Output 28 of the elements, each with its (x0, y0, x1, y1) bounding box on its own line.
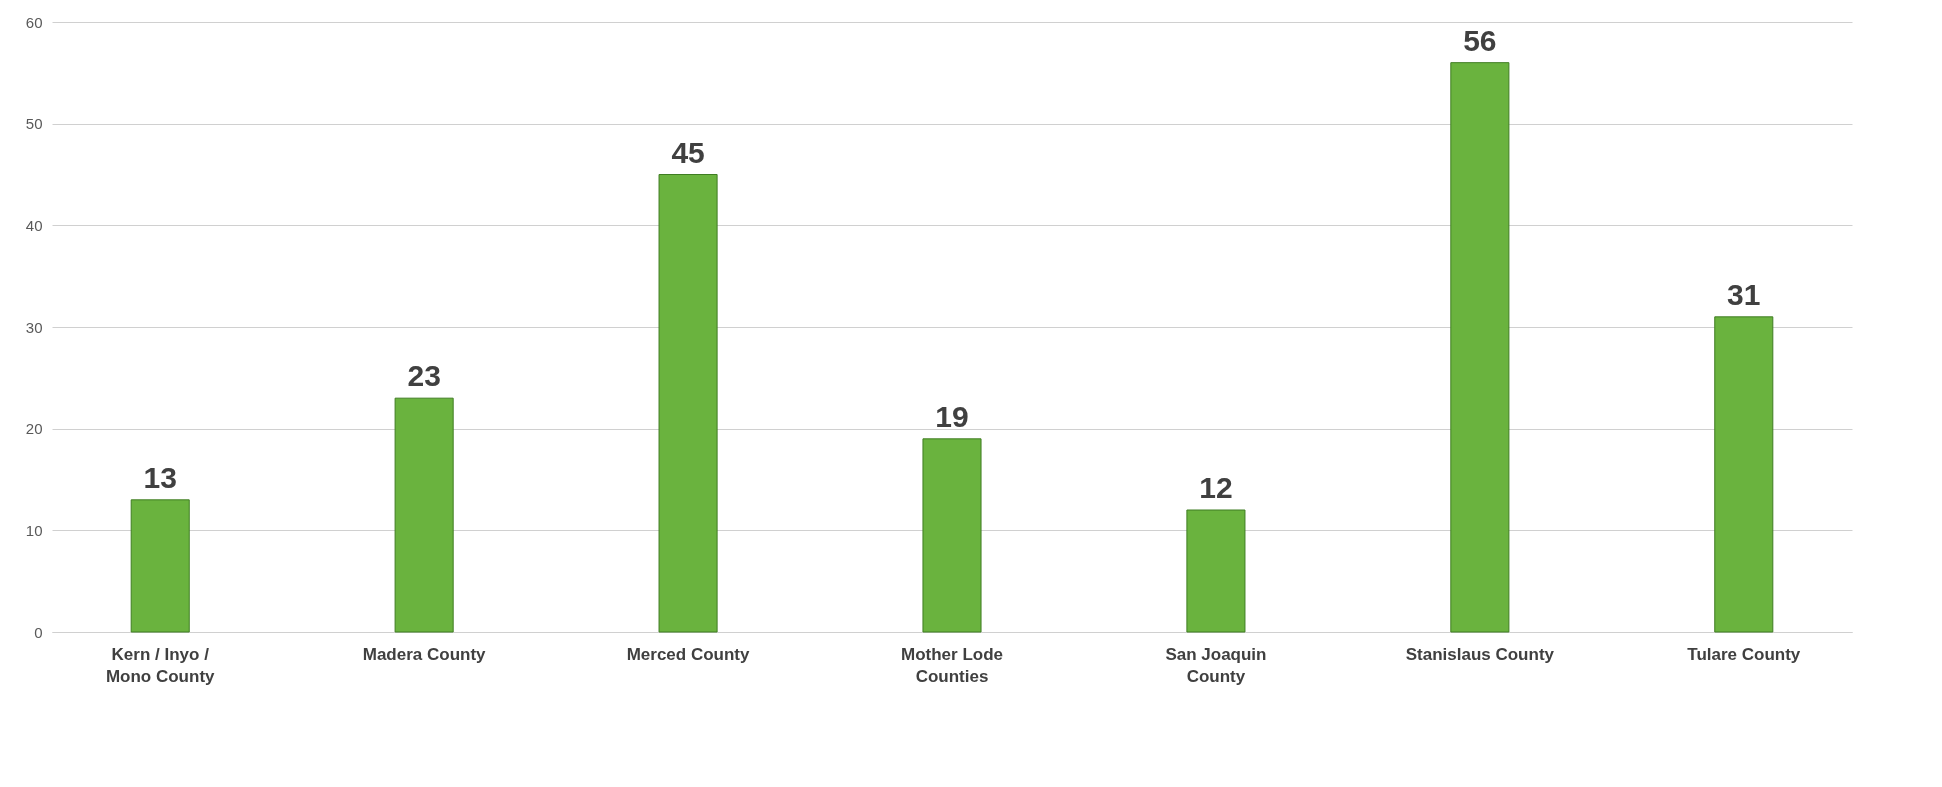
y-tick-label: 40 (25, 216, 43, 234)
y-tick-label: 0 (34, 623, 43, 641)
data-label: 13 (143, 460, 177, 494)
data-label: 45 (671, 135, 705, 169)
data-label: 23 (407, 359, 441, 393)
bar (922, 438, 982, 633)
y-tick-label: 10 (25, 521, 43, 539)
bar (1186, 509, 1246, 633)
data-label: 12 (1199, 471, 1233, 504)
x-tick-label: Merced County (626, 644, 751, 664)
y-tick-label: 60 (25, 13, 43, 31)
bar (658, 174, 718, 633)
bar (1714, 316, 1774, 633)
y-tick-label: 20 (25, 420, 43, 438)
y-tick-label: 50 (25, 115, 43, 133)
bar (394, 397, 454, 633)
x-tick-label: Kern / Inyo / Mono County (105, 644, 216, 686)
x-tick-label: Mother Lode Counties (901, 644, 1003, 686)
y-tick-label: 30 (25, 318, 43, 336)
x-tick-label: Stanislaus County (1405, 644, 1555, 664)
data-label: 31 (1727, 277, 1761, 311)
data-label: 56 (1463, 23, 1497, 57)
bar (130, 499, 190, 633)
x-tick-label: Madera County (362, 644, 487, 664)
bar (1450, 62, 1510, 633)
x-tick-label: San Joaquin County (1165, 644, 1267, 686)
x-tick-label: Tulare County (1687, 644, 1801, 664)
data-label: 19 (935, 399, 969, 433)
